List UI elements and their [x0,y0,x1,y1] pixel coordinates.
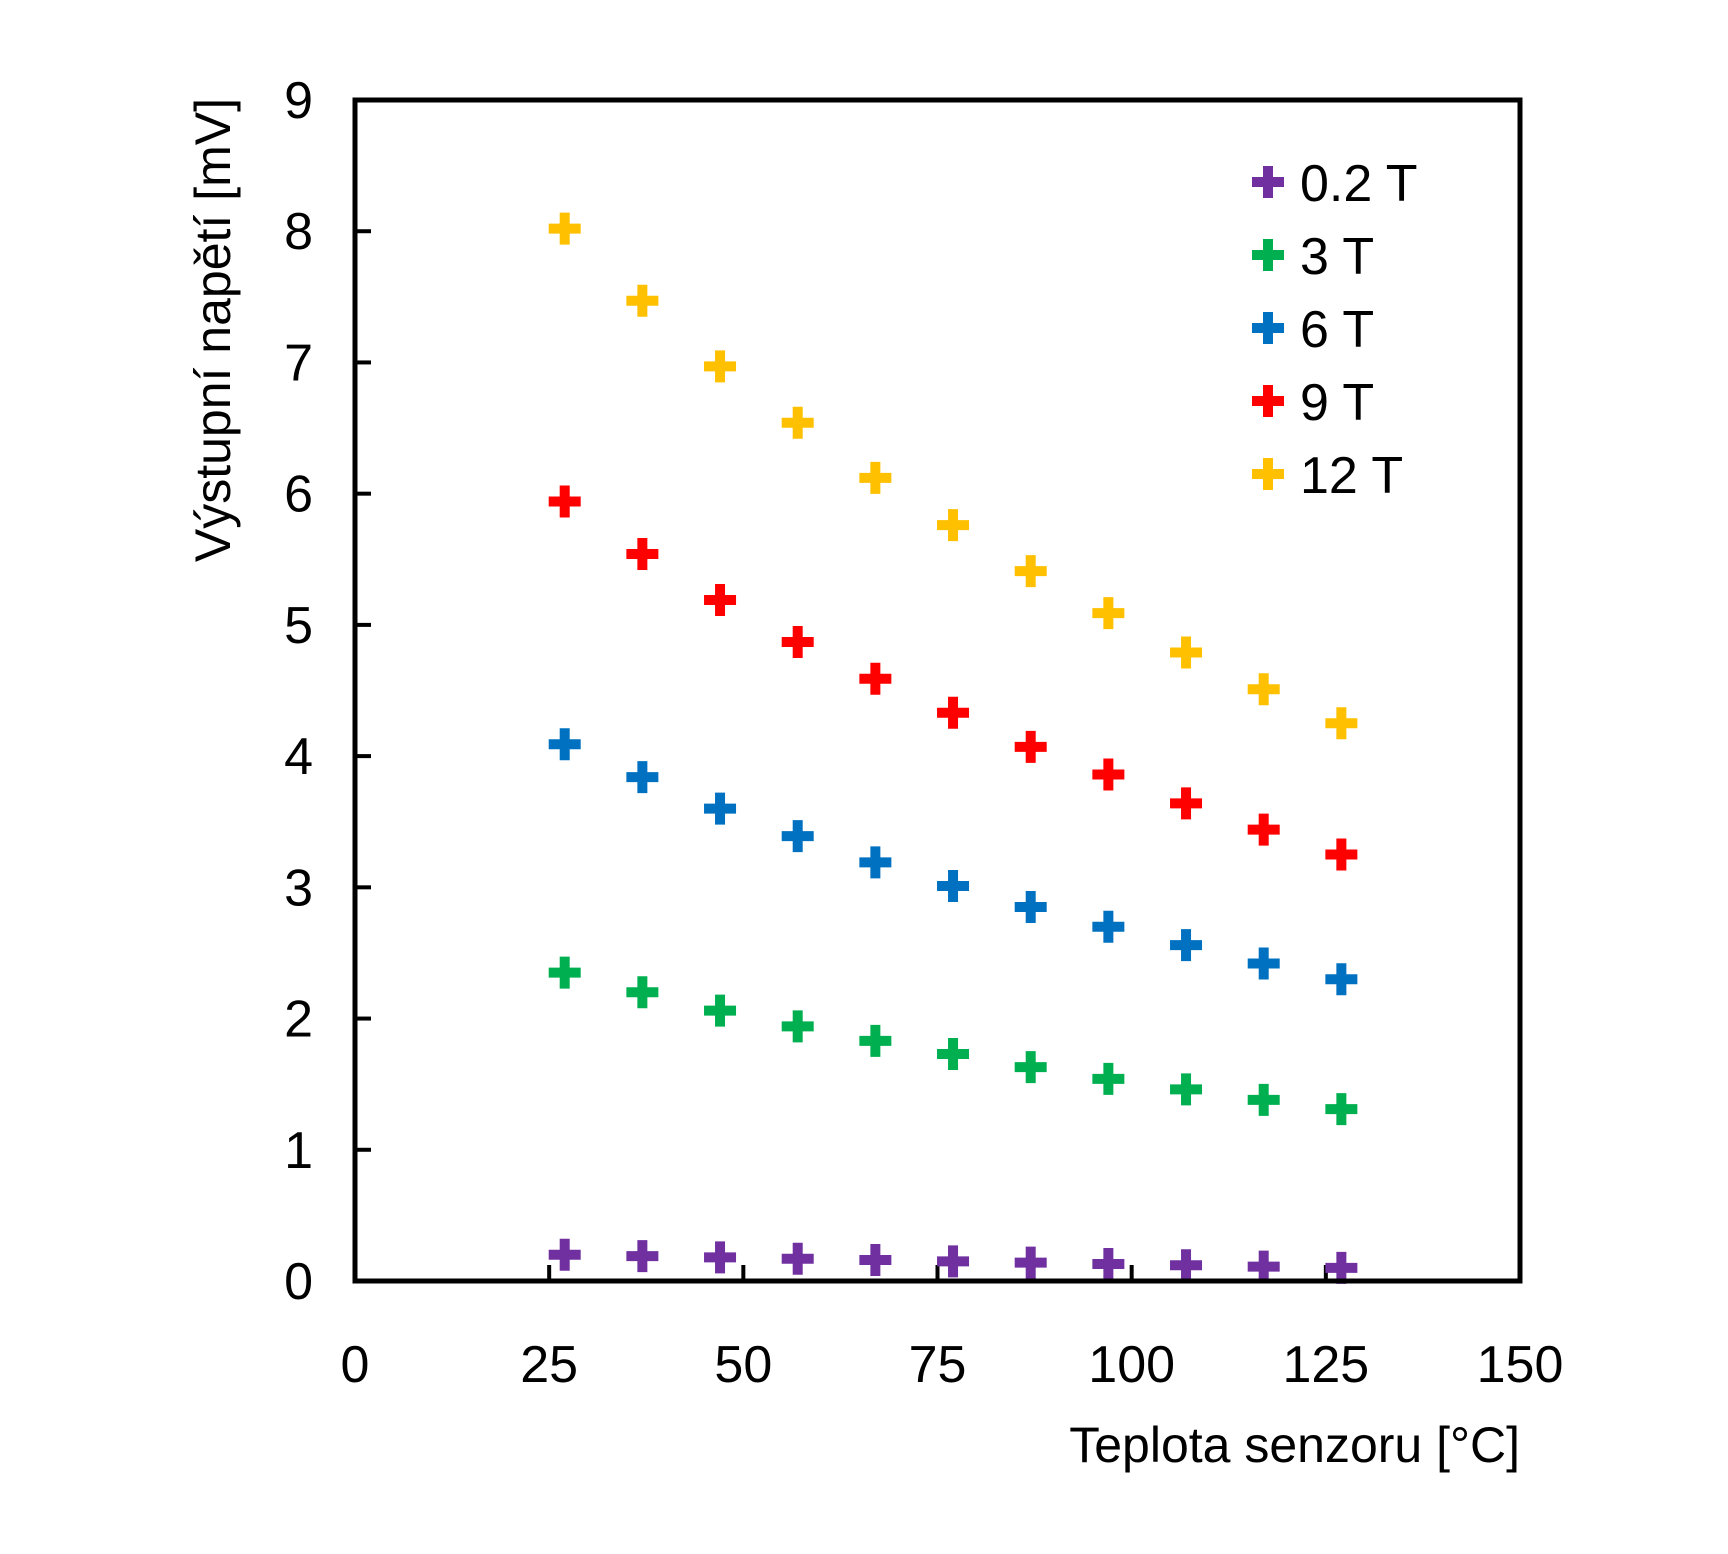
data-point [1325,1093,1358,1126]
y-tick-label: 4 [284,728,313,786]
data-point [781,1010,814,1043]
x-tick-label: 0 [341,1336,370,1394]
plot-area [355,100,1520,1281]
data-point [1170,636,1203,669]
legend-label: 6 T [1300,301,1374,359]
data-point [859,1024,892,1057]
data-point [626,284,659,317]
y-tick-label: 6 [284,466,313,524]
data-point [781,406,814,439]
x-tick-label: 50 [714,1336,772,1394]
series-12-t [548,212,1358,740]
data-point [548,1238,581,1271]
data-point [1325,838,1358,871]
y-tick-label: 7 [284,334,313,392]
data-point [781,1242,814,1275]
data-point [704,994,737,1027]
data-point [1325,963,1358,996]
data-point [937,509,970,542]
series-3-t [548,956,1358,1126]
data-point [1014,730,1047,763]
plot-frame [352,97,1523,1284]
data-point [548,212,581,245]
legend-marker [1252,385,1284,417]
data-point [704,1241,737,1274]
data-point [859,1244,892,1276]
y-axis-tick-labels: 0 1 2 3 4 5 6 7 8 9 [284,72,313,1311]
y-tick-label: 5 [284,597,313,655]
legend-label: 9 T [1300,374,1374,432]
data-point [626,976,659,1009]
legend: 0.2 T 3 T 6 T 9 T 12 T [1252,155,1418,505]
data-point [548,485,581,518]
x-axis-title: Teplota senzoru [°C] [1069,1417,1520,1473]
data-point [1247,673,1280,706]
series-6-t [548,728,1358,996]
x-tick-label: 150 [1477,1336,1564,1394]
data-point [781,820,814,853]
data-point [1170,929,1203,962]
data-point [1325,707,1358,740]
data-point [937,1037,970,1070]
legend-label: 12 T [1300,447,1403,505]
data-point [1092,758,1125,791]
data-point [626,538,659,571]
data-point [859,662,892,695]
data-point [1092,597,1125,630]
data-series [548,212,1358,1284]
legend-marker [1252,312,1284,344]
legend-label: 0.2 T [1300,155,1418,213]
y-tick-label: 8 [284,203,313,261]
data-point [704,792,737,825]
x-axis-ticks [547,1265,1328,1281]
data-point [1092,910,1125,943]
legend-marker [1252,239,1284,271]
y-tick-label: 0 [284,1253,313,1311]
data-point [1092,1247,1125,1280]
data-point [937,696,970,729]
y-axis-ticks [355,229,371,1152]
data-point [1247,1250,1280,1283]
data-point [937,870,970,903]
data-point [859,461,892,494]
legend-marker [1252,458,1284,490]
data-point [704,350,737,383]
data-point [1014,1246,1047,1279]
x-tick-label: 125 [1282,1336,1369,1394]
data-point [626,761,659,794]
data-point [1014,891,1047,924]
data-point [626,1240,659,1273]
legend-marker [1252,166,1284,198]
data-point [1247,813,1280,846]
data-point [1014,555,1047,588]
data-point [1170,1073,1203,1106]
data-point [1014,1051,1047,1084]
data-point [1092,1062,1125,1095]
x-axis-tick-labels: 0 25 50 75 100 125 150 [341,1336,1564,1394]
y-tick-label: 9 [284,72,313,130]
data-point [548,956,581,989]
x-tick-label: 75 [909,1336,967,1394]
data-point [1170,1249,1203,1282]
x-tick-label: 25 [520,1336,578,1394]
x-tick-label: 100 [1088,1336,1175,1394]
data-point [859,846,892,879]
data-point [937,1245,970,1278]
data-point [704,583,737,616]
y-axis-title: Výstupní napětí [mV] [185,98,241,562]
data-point [548,728,581,761]
data-point [1247,1083,1280,1116]
y-tick-label: 2 [284,991,313,1049]
data-point [1247,947,1280,980]
data-point [781,625,814,658]
y-tick-label: 3 [284,859,313,917]
data-point [1170,787,1203,820]
legend-label: 3 T [1300,228,1374,286]
series-9-t [548,485,1358,871]
y-tick-label: 1 [284,1122,313,1180]
